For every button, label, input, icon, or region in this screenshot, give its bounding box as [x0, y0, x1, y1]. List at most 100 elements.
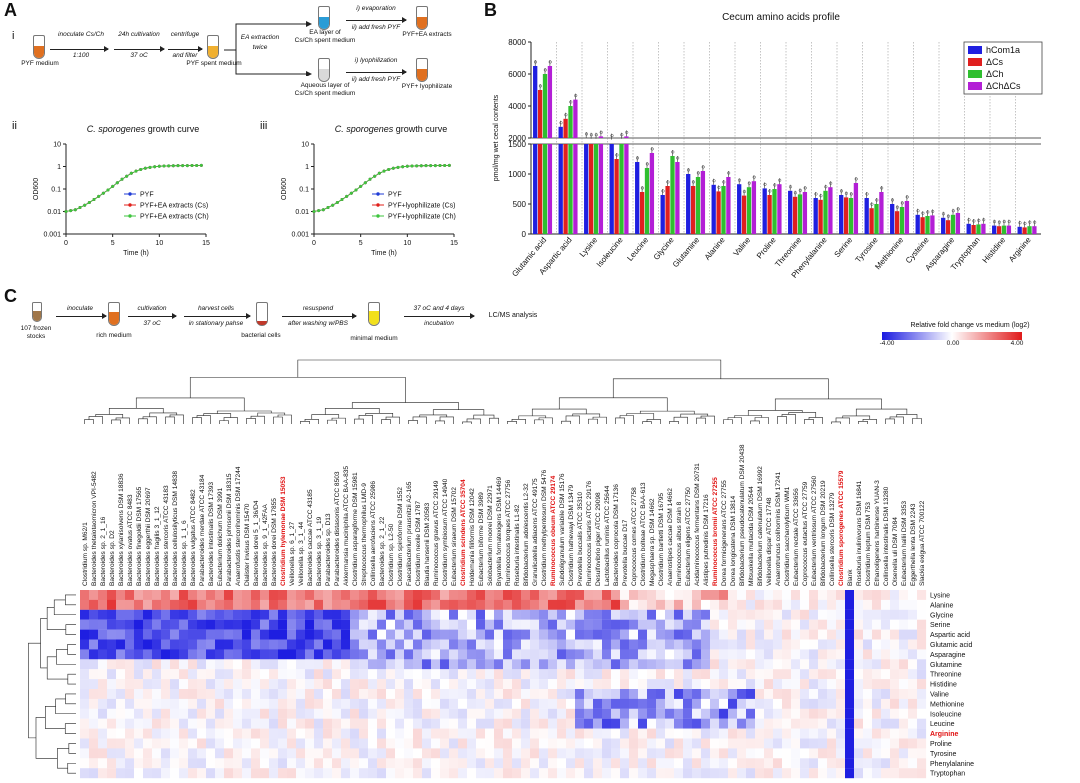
heatmap-cell — [242, 708, 252, 719]
data-point — [345, 194, 349, 198]
heatmap-cell — [683, 718, 693, 729]
heatmap-cell — [80, 708, 90, 719]
heatmap-cell — [548, 698, 558, 709]
bar — [976, 224, 981, 234]
heatmap-cell — [827, 590, 837, 600]
heatmap-cell — [638, 639, 648, 650]
heatmap-cell — [431, 689, 441, 699]
heatmap-cell — [296, 619, 306, 630]
heatmap-cell — [503, 639, 513, 650]
heatmap-cell — [341, 649, 351, 660]
heatmap-cell — [233, 659, 243, 670]
heatmap-cell — [737, 728, 747, 739]
heatmap-cell — [170, 669, 180, 680]
category-label: Histidine — [981, 235, 1008, 265]
dendrogram-branch — [912, 418, 922, 424]
heatmap-cell — [809, 669, 819, 680]
heatmap-cell — [890, 728, 900, 739]
heatmap-cell — [323, 619, 333, 630]
heatmap-cell — [287, 599, 297, 610]
heatmap-cell — [422, 599, 432, 610]
y-tick-label: 1500 — [508, 140, 526, 149]
heatmap-cell — [917, 689, 927, 699]
heatmap-cell — [323, 669, 333, 680]
heatmap-cell — [773, 689, 783, 699]
heatmap-cell — [242, 698, 252, 709]
heatmap-cell — [899, 748, 909, 759]
heatmap-cell — [224, 619, 234, 630]
heatmap-cell — [854, 609, 864, 620]
heatmap-cell — [197, 609, 207, 620]
heatmap-cell — [683, 748, 693, 759]
panel-letter-c: C — [4, 286, 17, 306]
heatmap-cell — [512, 689, 522, 699]
heatmap-cell — [98, 599, 108, 610]
heatmap-cell — [548, 679, 558, 690]
heatmap-cell — [611, 728, 621, 739]
dendrogram-branch — [842, 415, 871, 420]
column-label: Bacteroides sp. 1_1_6 — [181, 520, 188, 586]
heatmap-cell — [611, 669, 621, 680]
heatmap-cell — [881, 728, 891, 739]
heatmap-cell — [368, 599, 378, 610]
heatmap-cell — [827, 659, 837, 670]
replicate-point — [849, 192, 853, 196]
heatmap-cell — [530, 748, 540, 759]
replicate-point — [793, 191, 797, 195]
column-label: Clostridium saccharolyticum WM1 — [784, 486, 791, 586]
heatmap-cell — [431, 718, 441, 729]
heatmap-cell — [782, 768, 792, 779]
heatmap-cell — [341, 708, 351, 719]
y-tick-label: 8000 — [508, 38, 526, 47]
x-tick-label: 15 — [202, 240, 210, 247]
heatmap-cell — [872, 639, 882, 650]
heatmap-cell — [242, 659, 252, 670]
heatmap-cell — [368, 639, 378, 650]
legend-marker — [128, 192, 132, 196]
replicate-point — [803, 186, 807, 190]
heatmap-cell — [755, 748, 765, 759]
heatmap-cell — [323, 639, 333, 650]
replicate-point — [625, 130, 629, 134]
heatmap-cell — [809, 590, 819, 600]
heatmap-cell — [413, 639, 423, 650]
heatmap-cell — [107, 619, 117, 630]
column-label: Desulfovibrio piger ATCC 29098 — [595, 492, 602, 586]
heatmap-cell — [836, 768, 846, 779]
heatmap-cell — [746, 748, 756, 759]
data-point — [111, 184, 115, 188]
heatmap-cell — [845, 639, 855, 650]
flow-c-s3-bot: in stationary pahse — [188, 320, 244, 327]
heatmap-cell — [539, 689, 549, 699]
heatmap-cell — [818, 599, 828, 610]
heatmap-cell — [782, 728, 792, 739]
heatmap-cell — [143, 649, 153, 660]
flow-a-step1-top: inoculate Cs/Ch — [58, 31, 104, 38]
bar — [1032, 226, 1037, 234]
heatmap-cell — [566, 738, 576, 749]
heatmap-cell — [683, 639, 693, 650]
heatmap-cell — [170, 659, 180, 670]
heatmap-cell — [701, 659, 711, 670]
heatmap-cell — [872, 689, 882, 699]
dendrogram-branch — [858, 420, 868, 424]
x-tick-label: 5 — [359, 240, 363, 247]
heatmap-cell — [341, 619, 351, 630]
column-label: Bacteroides cellulosilyticus DSM 14838 — [172, 471, 179, 586]
flow-c-s5-bot: incubation — [424, 320, 454, 327]
dendrogram-branch — [108, 407, 164, 415]
heatmap-cell — [791, 599, 801, 610]
replicate-point — [1007, 220, 1011, 224]
heatmap-cell — [80, 738, 90, 749]
column-label: Clostridium hylemonae DSM 15053 — [280, 476, 287, 586]
heatmap-cell — [350, 728, 360, 739]
column-label: Veillonella dispar ATCC 17748 — [766, 497, 773, 586]
dendrogram-branch — [385, 416, 400, 424]
heatmap-cell — [521, 748, 531, 759]
column-label: Parabacteroides sp. D13 — [325, 513, 332, 586]
heatmap-cell — [908, 758, 918, 769]
heatmap-cell — [647, 639, 657, 650]
heatmap-cell — [845, 659, 855, 670]
heatmap-cell — [287, 718, 297, 729]
heatmap-cell — [152, 718, 162, 729]
